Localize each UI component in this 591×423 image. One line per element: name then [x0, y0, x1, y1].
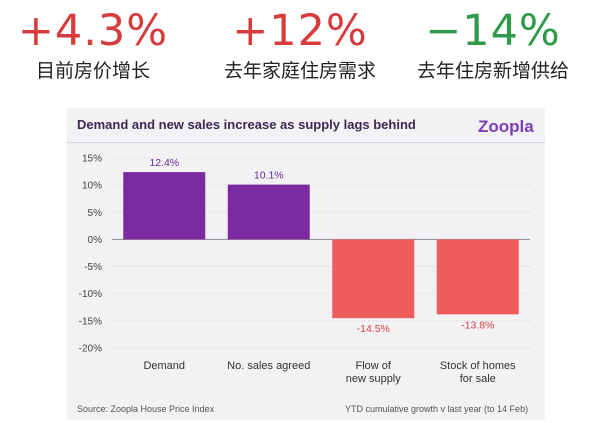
bar-value-label: -14.5% — [357, 323, 390, 335]
x-tick-label: new supply — [346, 373, 402, 385]
chart-source: Source: Zoopla House Price Index — [77, 404, 215, 414]
y-tick-label: -5% — [84, 262, 102, 273]
stat-demand-growth: +12% 去年家庭住房需求 — [200, 6, 400, 84]
x-tick-label: Flow of — [356, 360, 392, 372]
stat-label: 去年家庭住房需求 — [223, 60, 376, 82]
x-tick-label: No. sales agreed — [227, 360, 310, 372]
bar-value-label: 12.4% — [149, 157, 179, 169]
stat-value: +12% — [232, 6, 368, 56]
y-tick-label: 0% — [88, 235, 103, 246]
bar — [123, 172, 206, 240]
stat-house-price-growth: +4.3% 目前房价增长 — [8, 6, 178, 84]
stat-value: +4.3% — [17, 6, 169, 56]
bar-value-label: 10.1% — [254, 170, 284, 182]
y-tick-label: 5% — [88, 208, 103, 219]
x-tick-label: Stock of homes — [440, 360, 516, 372]
bar — [332, 239, 415, 319]
y-tick-label: 10% — [82, 181, 102, 192]
y-tick-label: 15% — [82, 154, 102, 165]
stat-label: 目前房价增长 — [35, 60, 150, 82]
chart-title: Demand and new sales increase as supply … — [77, 117, 416, 132]
x-tick-label: for sale — [460, 373, 496, 385]
x-tick-label: Demand — [143, 360, 185, 372]
chart-note: YTD cumulative growth v last year (to 14… — [345, 404, 529, 414]
stat-value: −14% — [425, 6, 561, 56]
y-tick-label: -15% — [79, 316, 102, 327]
bar — [436, 239, 519, 315]
y-tick-label: -20% — [79, 344, 102, 355]
stat-label: 去年住房新增供给 — [416, 60, 569, 82]
stat-supply-change: −14% 去年住房新增供给 — [395, 6, 591, 84]
bar-value-label: -13.8% — [461, 319, 494, 331]
divider — [67, 142, 545, 143]
brand-logo: Zoopla — [478, 117, 534, 136]
bar — [227, 184, 310, 240]
y-tick-label: -10% — [79, 289, 102, 300]
